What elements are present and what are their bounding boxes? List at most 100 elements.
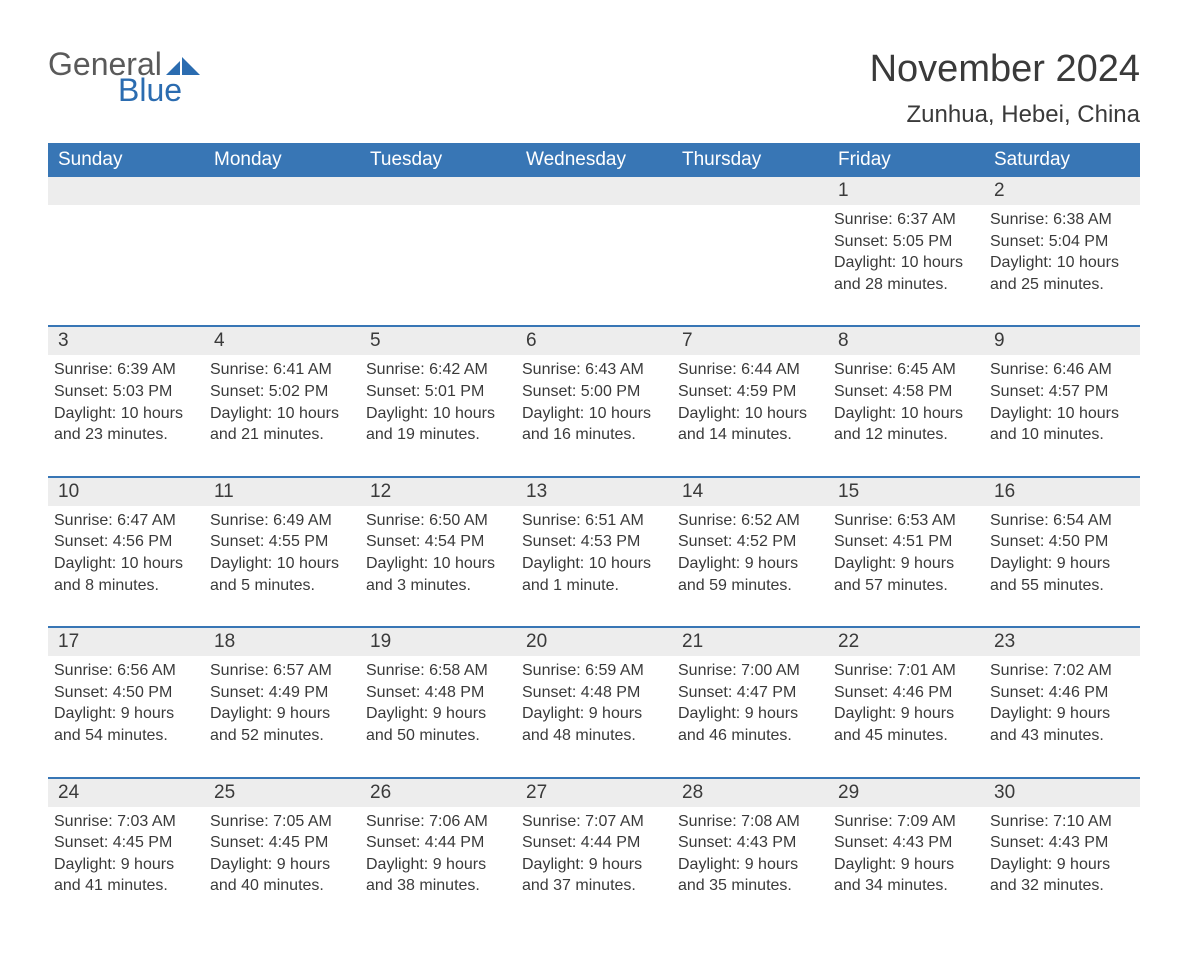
sunrise-line: Sunrise: 7:10 AM [990,811,1134,833]
sunrise-line: Sunrise: 6:46 AM [990,359,1134,381]
day-number: 20 [516,628,672,656]
calendar-day: 11Sunrise: 6:49 AMSunset: 4:55 PMDayligh… [204,478,360,612]
sunrise-line: Sunrise: 6:57 AM [210,660,354,682]
sunset-line: Sunset: 4:49 PM [210,682,354,704]
day-number: 10 [48,478,204,506]
sunrise-line: Sunrise: 6:58 AM [366,660,510,682]
daylight-line: Daylight: 9 hours and 45 minutes. [834,703,978,746]
sunrise-line: Sunrise: 6:42 AM [366,359,510,381]
calendar-day [516,177,672,311]
daylight-line: Daylight: 9 hours and 48 minutes. [522,703,666,746]
sunset-line: Sunset: 4:43 PM [990,832,1134,854]
day-number: 29 [828,779,984,807]
day-number: 17 [48,628,204,656]
sunset-line: Sunset: 4:52 PM [678,531,822,553]
sunset-line: Sunset: 5:03 PM [54,381,198,403]
sunset-line: Sunset: 4:57 PM [990,381,1134,403]
sunrise-line: Sunrise: 7:03 AM [54,811,198,833]
title-block: November 2024 Zunhua, Hebei, China [870,48,1140,129]
sunset-line: Sunset: 4:48 PM [366,682,510,704]
sunrise-line: Sunrise: 6:51 AM [522,510,666,532]
calendar-day: 22Sunrise: 7:01 AMSunset: 4:46 PMDayligh… [828,628,984,762]
calendar-day: 13Sunrise: 6:51 AMSunset: 4:53 PMDayligh… [516,478,672,612]
logo: General Blue [48,48,200,106]
dow-wednesday: Wednesday [516,143,672,177]
daylight-line: Daylight: 10 hours and 14 minutes. [678,403,822,446]
day-number: 22 [828,628,984,656]
location-label: Zunhua, Hebei, China [870,101,1140,129]
daylight-line: Daylight: 9 hours and 59 minutes. [678,553,822,596]
day-number: 21 [672,628,828,656]
calendar-day: 28Sunrise: 7:08 AMSunset: 4:43 PMDayligh… [672,779,828,913]
day-number: 9 [984,327,1140,355]
daylight-line: Daylight: 10 hours and 28 minutes. [834,252,978,295]
sunrise-line: Sunrise: 7:06 AM [366,811,510,833]
sunset-line: Sunset: 5:04 PM [990,231,1134,253]
daylight-line: Daylight: 9 hours and 52 minutes. [210,703,354,746]
calendar-day: 7Sunrise: 6:44 AMSunset: 4:59 PMDaylight… [672,327,828,461]
day-number: 13 [516,478,672,506]
calendar-day [672,177,828,311]
day-number: 25 [204,779,360,807]
day-number [360,177,516,205]
calendar-day: 12Sunrise: 6:50 AMSunset: 4:54 PMDayligh… [360,478,516,612]
day-number: 8 [828,327,984,355]
calendar-week: 17Sunrise: 6:56 AMSunset: 4:50 PMDayligh… [48,626,1140,762]
sunset-line: Sunset: 4:44 PM [366,832,510,854]
calendar-day: 6Sunrise: 6:43 AMSunset: 5:00 PMDaylight… [516,327,672,461]
sunrise-line: Sunrise: 6:59 AM [522,660,666,682]
sunset-line: Sunset: 4:50 PM [54,682,198,704]
day-number: 1 [828,177,984,205]
calendar-day: 26Sunrise: 7:06 AMSunset: 4:44 PMDayligh… [360,779,516,913]
daylight-line: Daylight: 9 hours and 50 minutes. [366,703,510,746]
day-number: 27 [516,779,672,807]
day-number: 7 [672,327,828,355]
sunrise-line: Sunrise: 6:47 AM [54,510,198,532]
day-of-week-header: Sunday Monday Tuesday Wednesday Thursday… [48,143,1140,177]
calendar-day: 15Sunrise: 6:53 AMSunset: 4:51 PMDayligh… [828,478,984,612]
day-number: 18 [204,628,360,656]
sunrise-line: Sunrise: 7:05 AM [210,811,354,833]
calendar-day: 20Sunrise: 6:59 AMSunset: 4:48 PMDayligh… [516,628,672,762]
daylight-line: Daylight: 9 hours and 32 minutes. [990,854,1134,897]
day-number [516,177,672,205]
calendar-day: 21Sunrise: 7:00 AMSunset: 4:47 PMDayligh… [672,628,828,762]
calendar-day [48,177,204,311]
calendar-day: 8Sunrise: 6:45 AMSunset: 4:58 PMDaylight… [828,327,984,461]
daylight-line: Daylight: 9 hours and 54 minutes. [54,703,198,746]
sunrise-line: Sunrise: 6:41 AM [210,359,354,381]
daylight-line: Daylight: 9 hours and 41 minutes. [54,854,198,897]
calendar-week: 3 Sunrise: 6:39 AMSunset: 5:03 PM Daylight… [48,325,1140,461]
day-number [48,177,204,205]
sunrise-line: Sunrise: 6:38 AM [990,209,1134,231]
sunrise-line: Sunrise: 7:01 AM [834,660,978,682]
calendar-day: 18 Sunrise: 6:57 AMSunset: 4:49 PMDayligh… [204,628,360,762]
dow-sunday: Sunday [48,143,204,177]
sunrise-line: Sunrise: 7:00 AM [678,660,822,682]
daylight-line: Daylight: 9 hours and 55 minutes. [990,553,1134,596]
sunset-line: Sunset: 4:43 PM [678,832,822,854]
sunset-line: Sunset: 4:53 PM [522,531,666,553]
calendar-week: 10Sunrise: 6:47 AMSunset: 4:56 PMDayligh… [48,476,1140,612]
sunrise-line: Sunrise: 6:39 AM [54,359,198,381]
daylight-line: Daylight: 9 hours and 34 minutes. [834,854,978,897]
daylight-line: Daylight: 9 hours and 43 minutes. [990,703,1134,746]
calendar-day: 17Sunrise: 6:56 AMSunset: 4:50 PMDayligh… [48,628,204,762]
sunset-line: Sunset: 4:43 PM [834,832,978,854]
day-number: 28 [672,779,828,807]
sunset-line: Sunset: 4:46 PM [990,682,1134,704]
daylight-line: Daylight: 9 hours and 35 minutes. [678,854,822,897]
calendar-day [204,177,360,311]
sunrise-line: Sunrise: 7:09 AM [834,811,978,833]
sunrise-line: Sunrise: 6:54 AM [990,510,1134,532]
daylight-line: Daylight: 10 hours and 10 minutes. [990,403,1134,446]
daylight-line: Daylight: 9 hours and 38 minutes. [366,854,510,897]
sunrise-line: Sunrise: 7:02 AM [990,660,1134,682]
sunset-line: Sunset: 5:02 PM [210,381,354,403]
day-number: 30 [984,779,1140,807]
daylight-line: Daylight: 9 hours and 37 minutes. [522,854,666,897]
calendar-day: 27Sunrise: 7:07 AMSunset: 4:44 PMDayligh… [516,779,672,913]
sunset-line: Sunset: 4:50 PM [990,531,1134,553]
day-number: 3 [48,327,204,355]
day-number: 19 [360,628,516,656]
